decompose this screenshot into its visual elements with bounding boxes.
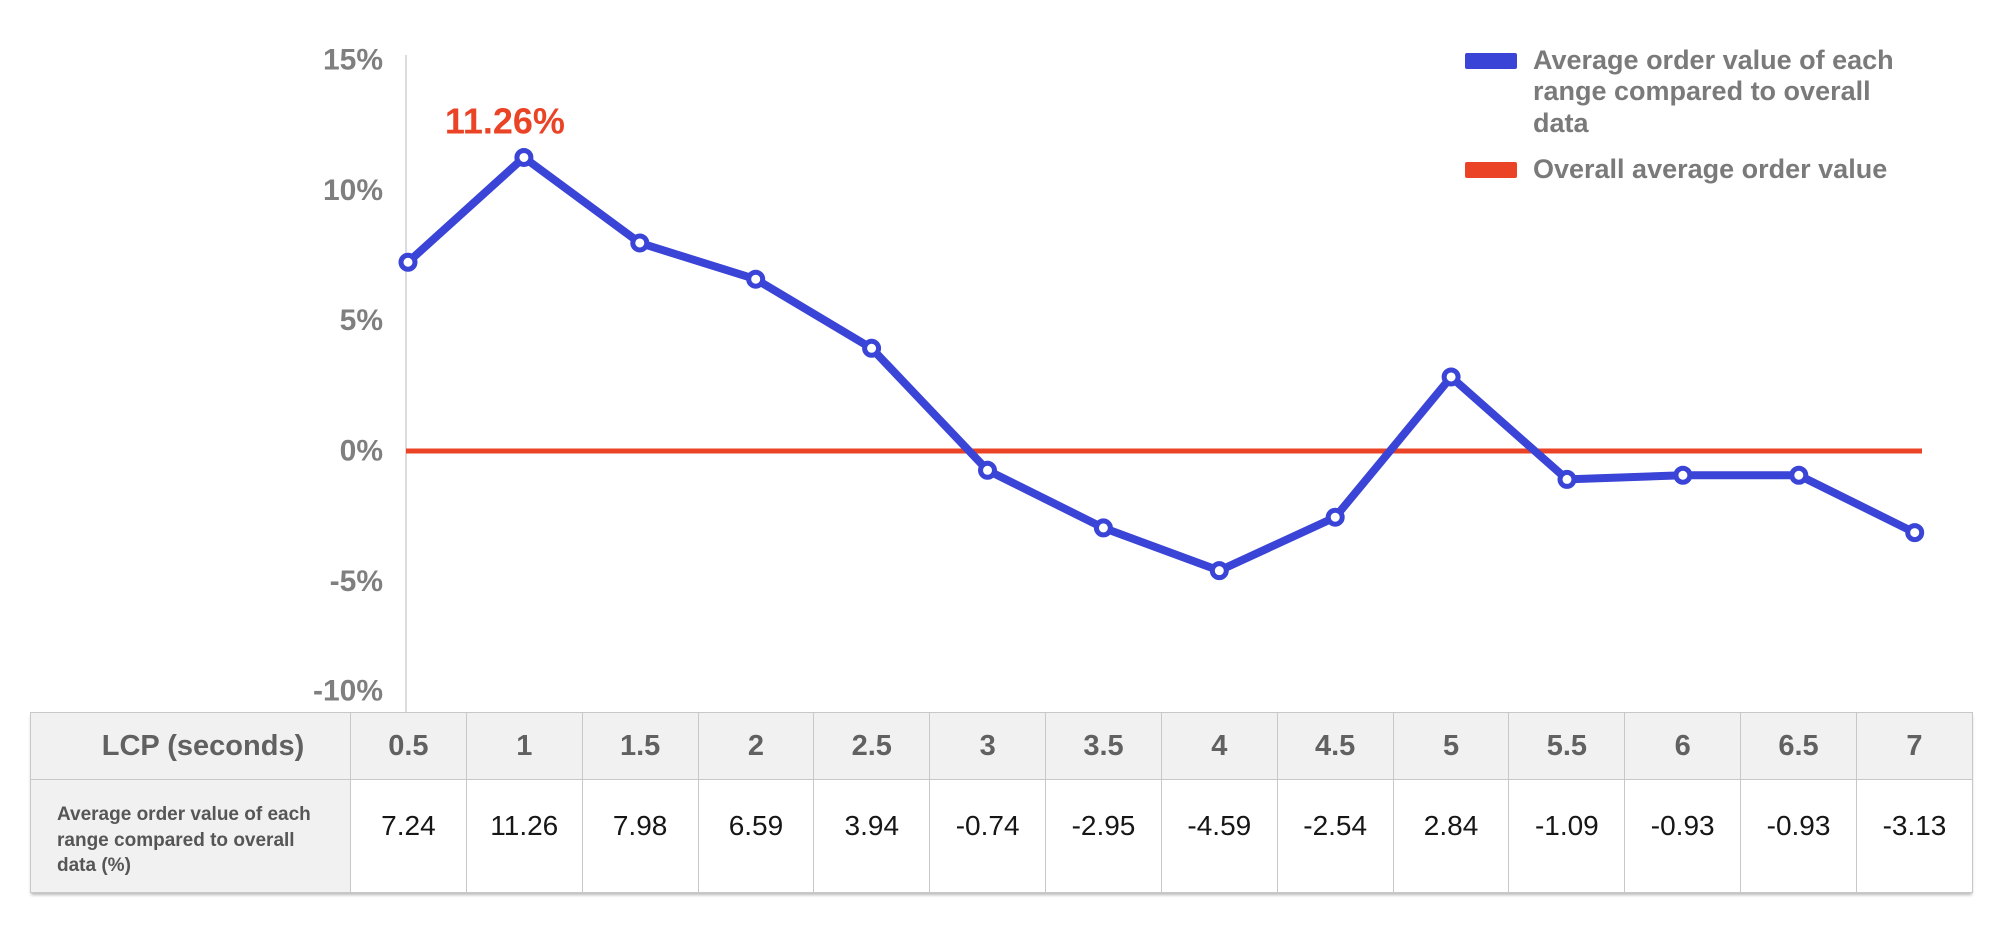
value-cell: 11.26: [465, 779, 583, 893]
lcp-column-header: 0.5: [350, 712, 467, 780]
data-point-marker: [514, 147, 534, 167]
value-cell: -4.59: [1160, 779, 1278, 893]
data-point-marker: [1093, 518, 1113, 538]
data-point-marker: [1673, 465, 1693, 485]
lcp-column-header: 3.5: [1045, 712, 1162, 780]
lcp-column-header: 6: [1624, 712, 1742, 780]
data-point-marker: [398, 252, 418, 272]
value-cell: 6.59: [697, 779, 815, 893]
red-series-swatch: [1465, 161, 1517, 178]
lcp-data-table: LCP (seconds) 0.5 1 1.5 2 2.5 3 3.5 4 4.5 5 5.5 6 6.…: [30, 712, 1974, 893]
lcp-column-header: 1.5: [581, 712, 699, 780]
lcp-column-header: 2.5: [813, 712, 931, 780]
lcp-column-header: 6.5: [1740, 712, 1857, 780]
data-point-marker: [1557, 469, 1577, 489]
value-cell: 7.24: [350, 779, 467, 893]
value-cell: -0.93: [1740, 779, 1857, 893]
aov-vs-lcp-line-chart: 15% 10% 5% 0% -5% -10% 11.26%: [313, 43, 1925, 712]
y-axis-tick-label: 10%: [323, 174, 383, 207]
lcp-column-header: 4.5: [1276, 712, 1394, 780]
value-cell: 3.94: [813, 779, 931, 893]
peak-value-annotation: 11.26%: [445, 100, 565, 141]
value-cell: -3.13: [1855, 779, 1974, 893]
value-cell: -2.54: [1276, 779, 1394, 893]
y-axis-tick-label: 0%: [340, 435, 383, 468]
legend-item-label: Overall average order value: [1533, 153, 1888, 184]
lcp-column-header: 2: [697, 712, 815, 780]
value-cell: -0.93: [1624, 779, 1742, 893]
data-point-marker: [978, 460, 997, 480]
row-label-cell: Average order value of each range compar…: [30, 779, 351, 893]
aov-line-series: [404, 153, 1919, 575]
legend-item-label: Average order value of each range compar…: [1533, 45, 1894, 138]
lcp-column-header: 5: [1392, 712, 1510, 780]
lcp-column-header: 3: [929, 712, 1047, 780]
chart-legend: Average order value of each range compar…: [1465, 45, 1913, 185]
table-row: Average order value of each range compar…: [30, 779, 1974, 893]
lcp-column-header: 4: [1160, 712, 1278, 780]
legend-item-overall-average: Overall average order value: [1465, 154, 1913, 185]
data-point-marker: [630, 233, 650, 253]
table-corner-header: LCP (seconds): [30, 712, 351, 780]
lcp-column-header: 5.5: [1508, 712, 1626, 780]
y-axis-tick-label: -5%: [330, 565, 383, 598]
data-table-container: LCP (seconds) 0.5 1 1.5 2 2.5 3 3.5 4 4.5 5 5.5 6 6.…: [30, 712, 1974, 893]
value-cell: 7.98: [581, 779, 699, 893]
y-axis-tick-label: -10%: [313, 675, 383, 708]
data-point-marker: [1441, 367, 1461, 387]
y-axis-tick-label: 5%: [340, 304, 383, 337]
value-cell: -0.74: [929, 779, 1047, 893]
value-cell: -1.09: [1508, 779, 1626, 893]
data-point-marker: [1209, 561, 1229, 581]
data-point-marker: [1905, 523, 1925, 543]
data-point-marker: [862, 338, 882, 358]
data-point-marker: [1325, 507, 1345, 527]
value-cell: -2.95: [1045, 779, 1162, 893]
blue-series-swatch: [1465, 53, 1517, 69]
table-header-row: LCP (seconds) 0.5 1 1.5 2 2.5 3 3.5 4 4.5 5 5.5 6 6.…: [30, 712, 1974, 780]
data-point-marker: [746, 269, 766, 289]
y-axis-tick-label: 15%: [323, 43, 383, 76]
value-cell: 2.84: [1392, 779, 1510, 893]
lcp-column-header: 7: [1855, 712, 1974, 780]
data-point-marker: [1789, 465, 1809, 485]
legend-item-aov-series: Average order value of each range compar…: [1465, 45, 1913, 139]
lcp-column-header: 1: [465, 712, 583, 780]
